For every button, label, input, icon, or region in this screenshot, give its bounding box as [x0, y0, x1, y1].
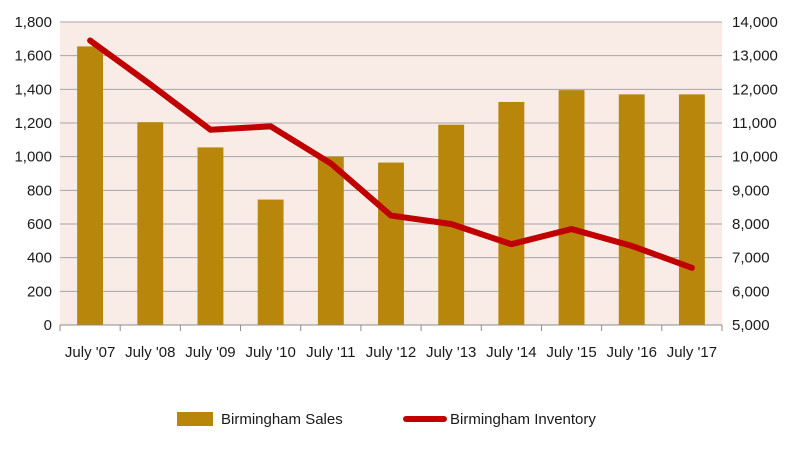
right-tick-label: 11,000 — [732, 115, 777, 132]
sales-bar — [77, 46, 104, 326]
right-tick-label: 6,000 — [732, 283, 770, 300]
legend-label-sales: Birmingham Sales — [221, 411, 343, 428]
left-tick-label: 200 — [27, 283, 52, 300]
left-tick-label: 1,200 — [14, 115, 52, 132]
sales-bar — [678, 94, 705, 325]
x-axis: July '07 July '08 July '09 July '10 July '11… — [59, 325, 723, 361]
inventory-line — [87, 37, 695, 271]
left-tick-label: 1,800 — [14, 14, 52, 31]
x-tick-label: July '11 — [306, 344, 355, 361]
left-tick-label: 1,000 — [14, 149, 52, 166]
x-tick-label: July '16 — [607, 344, 657, 361]
right-tick-label: 5,000 — [732, 317, 770, 334]
sales-bar — [498, 101, 525, 325]
right-tick-label: 14,000 — [732, 14, 778, 31]
right-tick-label: 7,000 — [732, 250, 770, 267]
x-tick-label: July '10 — [245, 344, 295, 361]
legend-label-inventory: Birmingham Inventory — [450, 411, 596, 428]
x-tick-label: July '08 — [125, 344, 175, 361]
left-tick-label: 600 — [27, 216, 52, 233]
inventory-series-line — [87, 37, 695, 271]
x-tick-label: July '17 — [667, 344, 717, 361]
sales-bar — [317, 156, 344, 325]
left-tick-label: 800 — [27, 182, 52, 199]
right-tick-label: 13,000 — [732, 48, 778, 65]
sales-bar — [197, 147, 224, 325]
legend-swatch-sales — [177, 412, 213, 426]
sales-bars — [77, 46, 705, 326]
x-tick-label: July '12 — [366, 344, 416, 361]
left-tick-label: 0 — [44, 317, 52, 334]
sales-bar — [137, 122, 164, 326]
right-tick-label: 12,000 — [732, 81, 778, 98]
sales-bar — [378, 162, 404, 325]
right-tick-label: 8,000 — [732, 216, 770, 233]
x-tick-label: July '13 — [426, 344, 476, 361]
left-tick-label: 1,600 — [14, 48, 52, 65]
legend: Birmingham Sales Birmingham Inventory — [177, 411, 596, 428]
x-tick-label: July '07 — [65, 344, 115, 361]
sales-bar — [257, 199, 284, 325]
left-tick-label: 1,400 — [14, 81, 52, 98]
sales-bar — [558, 90, 585, 325]
left-tick-label: 400 — [27, 250, 52, 267]
right-tick-label: 10,000 — [732, 149, 778, 166]
x-tick-label: July '15 — [546, 344, 596, 361]
sales-bar — [618, 94, 645, 325]
left-axis: 0 200 400 600 800 1,000 1,200 1,400 1,600 1,800 — [14, 14, 52, 334]
right-tick-label: 9,000 — [732, 182, 770, 199]
x-tick-label: July '14 — [486, 344, 536, 361]
x-tick-label: July '09 — [185, 344, 235, 361]
right-axis: 5,000 6,000 7,000 8,000 9,000 10,000 11,000 12,… — [732, 14, 778, 334]
